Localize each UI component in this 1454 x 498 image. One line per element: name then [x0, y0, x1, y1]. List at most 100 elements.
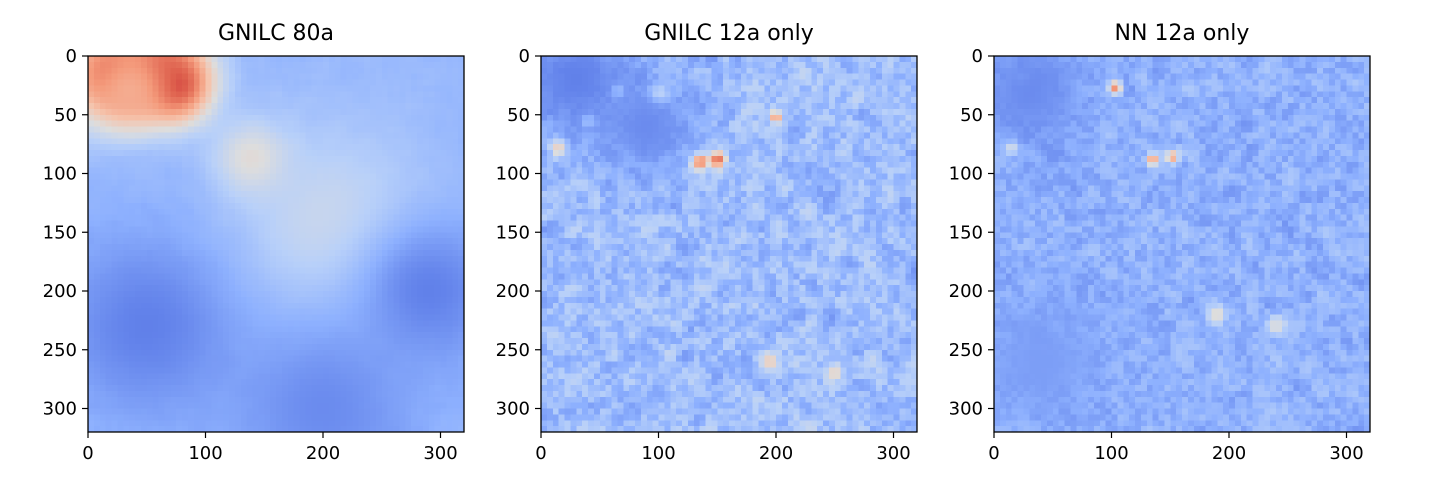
heatmap-cell [158, 402, 165, 410]
heatmap-cell [176, 355, 183, 363]
heatmap-cell [299, 185, 306, 192]
heatmap-cell [187, 85, 195, 92]
heatmap-cell [205, 302, 212, 310]
heatmap-cell [252, 97, 259, 104]
heatmap-cell [252, 120, 259, 128]
heatmap-cell [270, 138, 277, 145]
heatmap-cell [123, 79, 130, 86]
heatmap-cell [240, 338, 248, 345]
heatmap-cell [129, 67, 136, 75]
heatmap-cell [88, 267, 95, 274]
heatmap-cell [623, 114, 630, 122]
heatmap-cell [229, 273, 236, 280]
heatmap-cell [570, 56, 577, 63]
heatmap-cell [123, 414, 130, 421]
heatmap-cell [676, 132, 683, 139]
heatmap-cell [158, 426, 165, 433]
heatmap-cell [346, 367, 353, 374]
heatmap-cell [664, 56, 671, 63]
heatmap-cell [276, 426, 283, 433]
heatmap-cell [793, 103, 801, 110]
heatmap-cell [434, 85, 442, 92]
heatmap-cell [182, 390, 189, 398]
heatmap-cell [293, 179, 301, 186]
heatmap-cell [205, 426, 212, 433]
heatmap-cell [428, 226, 436, 233]
heatmap-cell [805, 126, 812, 133]
heatmap-cell [381, 420, 389, 427]
heatmap-cell [293, 61, 301, 69]
heatmap-cell [299, 214, 306, 222]
heatmap-cell [158, 179, 165, 186]
heatmap-cell [340, 226, 348, 233]
heatmap-cell [270, 261, 277, 269]
heatmap-cell [770, 73, 777, 81]
heatmap-cell [229, 138, 236, 145]
heatmap-cell [158, 132, 165, 139]
heatmap-cell [123, 173, 130, 180]
heatmap-cell [158, 420, 165, 427]
heatmap-cell [440, 349, 447, 357]
heatmap-cell [776, 67, 783, 75]
heatmap-cell [375, 332, 383, 339]
heatmap-cell [875, 73, 883, 81]
heatmap-cell [117, 361, 124, 368]
heatmap-cell [375, 390, 383, 398]
heatmap-cell [152, 420, 160, 427]
heatmap-cell [111, 214, 118, 222]
heatmap-cell [352, 232, 359, 239]
heatmap-cell [193, 97, 201, 104]
heatmap-cell [205, 126, 212, 133]
heatmap-cell [440, 126, 447, 133]
heatmap-cell [140, 197, 148, 204]
heatmap-cell [276, 67, 283, 75]
heatmap-cell [428, 279, 436, 286]
heatmap-cell [246, 155, 254, 163]
heatmap-cell [170, 420, 177, 427]
heatmap-cell [364, 426, 371, 433]
heatmap-cell [281, 273, 289, 280]
heatmap-cell [111, 420, 118, 427]
heatmap-cell [352, 273, 359, 280]
heatmap-cell [593, 61, 601, 69]
heatmap-cell [146, 79, 154, 86]
heatmap-cell [446, 114, 453, 122]
heatmap-cell [317, 261, 324, 269]
heatmap-cell [364, 208, 371, 216]
heatmap-cell [323, 155, 330, 163]
heatmap-cell [182, 155, 189, 163]
heatmap-cell [305, 261, 312, 269]
heatmap-cell [452, 97, 459, 104]
heatmap-cell [252, 185, 259, 192]
heatmap-cell [146, 202, 154, 210]
heatmap-cell [264, 302, 271, 310]
heatmap-cell [105, 126, 113, 133]
heatmap-cell [576, 126, 583, 133]
heatmap-cell [217, 103, 224, 110]
heatmap-cell [234, 326, 242, 333]
heatmap-cell [229, 349, 236, 357]
heatmap-cell [229, 379, 236, 386]
heatmap-cell [323, 361, 330, 368]
heatmap-cell [552, 108, 560, 116]
heatmap-cell [375, 261, 383, 269]
heatmap-cell [340, 361, 348, 368]
heatmap-cell [187, 161, 195, 169]
heatmap-cell [229, 314, 236, 321]
heatmap-cell [276, 361, 283, 368]
heatmap-cell [93, 349, 101, 357]
heatmap-cell [834, 126, 842, 133]
heatmap-cell [734, 61, 742, 69]
heatmap-cell [340, 355, 348, 363]
heatmap-cell [281, 379, 289, 386]
heatmap-cell [323, 144, 330, 151]
heatmap-cell [223, 167, 230, 175]
heatmap-cell [99, 91, 107, 98]
heatmap-cell [334, 67, 342, 75]
heatmap-cell [758, 132, 765, 139]
heatmap-cell [264, 261, 271, 269]
heatmap-cell [264, 390, 271, 398]
heatmap-cell [364, 120, 371, 128]
heatmap-cell [434, 97, 442, 104]
heatmap-cell [723, 61, 730, 69]
